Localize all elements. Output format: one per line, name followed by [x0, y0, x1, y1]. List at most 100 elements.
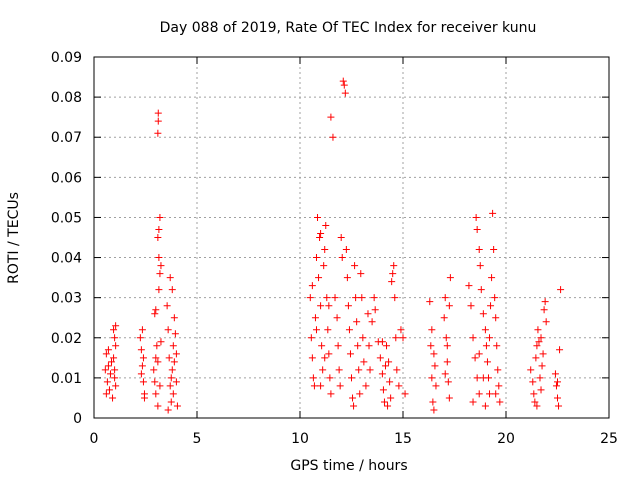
y-tick-label: 0.02 [51, 331, 82, 347]
data-point-marker [430, 350, 438, 358]
data-point-marker [166, 274, 174, 282]
data-point-marker [105, 386, 113, 394]
data-point-marker [531, 398, 539, 406]
data-point-marker [390, 262, 398, 270]
data-point-marker [552, 382, 560, 390]
data-point-marker [317, 382, 325, 390]
data-point-marker [173, 402, 181, 410]
data-point-marker [165, 354, 173, 362]
data-point-marker [475, 246, 483, 254]
x-tick-label: 10 [291, 431, 309, 447]
data-point-marker [476, 262, 484, 270]
data-point-marker [487, 302, 495, 310]
data-point-marker [492, 314, 500, 322]
data-point-marker [108, 358, 116, 366]
data-point-marker [325, 302, 333, 310]
data-point-marker [164, 406, 172, 414]
data-point-marker [542, 318, 550, 326]
data-point-marker [154, 129, 162, 137]
data-point-marker [110, 326, 118, 334]
data-point-marker [155, 286, 163, 294]
data-point-marker [471, 354, 479, 362]
y-tick-label: 0.08 [51, 90, 82, 106]
data-point-marker [109, 394, 117, 402]
data-point-marker [391, 294, 399, 302]
data-point-marker [488, 274, 496, 282]
data-point-marker [151, 378, 159, 386]
y-axis-label: ROTI / TECUs [6, 192, 22, 284]
data-point-marker [351, 262, 359, 270]
data-point-marker [353, 318, 361, 326]
data-point-marker [479, 310, 487, 318]
data-point-marker [138, 362, 146, 370]
chart-title: Day 088 of 2019, Rate Of TEC Index for r… [160, 20, 537, 36]
data-point-marker [385, 358, 393, 366]
x-tick-label: 5 [193, 431, 202, 447]
y-tick-label: 0.01 [51, 371, 82, 387]
data-point-marker [490, 246, 498, 254]
data-point-marker [387, 394, 395, 402]
data-point-marker [156, 382, 164, 390]
data-point-marker [537, 386, 545, 394]
data-point-marker [136, 334, 144, 342]
data-point-marker [346, 350, 354, 358]
data-point-marker [103, 378, 111, 386]
data-point-marker [443, 342, 451, 350]
data-point-marker [357, 270, 365, 278]
data-point-marker [475, 390, 483, 398]
data-point-marker [106, 370, 114, 378]
y-tick-label: 0 [73, 411, 82, 427]
data-point-marker [340, 81, 348, 89]
data-point-marker [386, 378, 394, 386]
data-point-marker [137, 346, 145, 354]
y-tick-label: 0.03 [51, 291, 82, 307]
data-point-marker [311, 314, 319, 322]
data-point-marker [378, 338, 386, 346]
data-point-marker [541, 298, 549, 306]
data-point-marker [337, 234, 345, 241]
data-point-marker [325, 350, 333, 358]
data-point-marker [336, 382, 344, 390]
data-point-marker [166, 382, 174, 390]
data-point-marker [112, 382, 120, 390]
data-point-marker [554, 394, 561, 402]
data-point-marker [309, 374, 317, 382]
data-point-marker [537, 334, 545, 342]
data-point-marker [399, 334, 407, 342]
x-tick-labels: 0 5 10 15 20 25 [90, 431, 618, 447]
data-point-marker [530, 390, 538, 398]
data-point-marker [329, 133, 337, 141]
data-point-marker [310, 382, 318, 390]
data-point-marker [102, 350, 110, 358]
data-point-marker [473, 374, 481, 382]
data-point-marker [308, 354, 316, 362]
data-point-marker [445, 302, 453, 310]
data-point-marker [152, 306, 160, 314]
data-point-marker [112, 322, 120, 330]
data-point-marker [168, 366, 176, 374]
data-point-marker [354, 342, 362, 350]
data-point-marker [532, 354, 540, 362]
data-point-marker [383, 342, 391, 350]
data-point-marker [306, 294, 314, 302]
data-point-marker [378, 370, 386, 378]
data-point-marker [467, 302, 475, 310]
data-point-marker [112, 342, 120, 350]
data-point-marker [138, 326, 146, 334]
x-axis-label: GPS time / hours [290, 458, 407, 474]
data-point-marker [360, 358, 368, 366]
data-point-marker [486, 334, 494, 342]
data-point-marker [392, 334, 400, 342]
data-point-marker [395, 382, 403, 390]
data-point-marker [350, 402, 358, 410]
y-tick-label: 0.06 [51, 170, 82, 186]
data-point-marker [443, 358, 451, 366]
data-point-marker [430, 406, 438, 414]
data-point-marker [426, 298, 434, 306]
data-point-marker [152, 354, 160, 362]
data-point-marker [371, 306, 379, 314]
data-point-marker [556, 346, 564, 354]
data-point-marker [428, 326, 436, 334]
data-point-marker [348, 374, 355, 382]
